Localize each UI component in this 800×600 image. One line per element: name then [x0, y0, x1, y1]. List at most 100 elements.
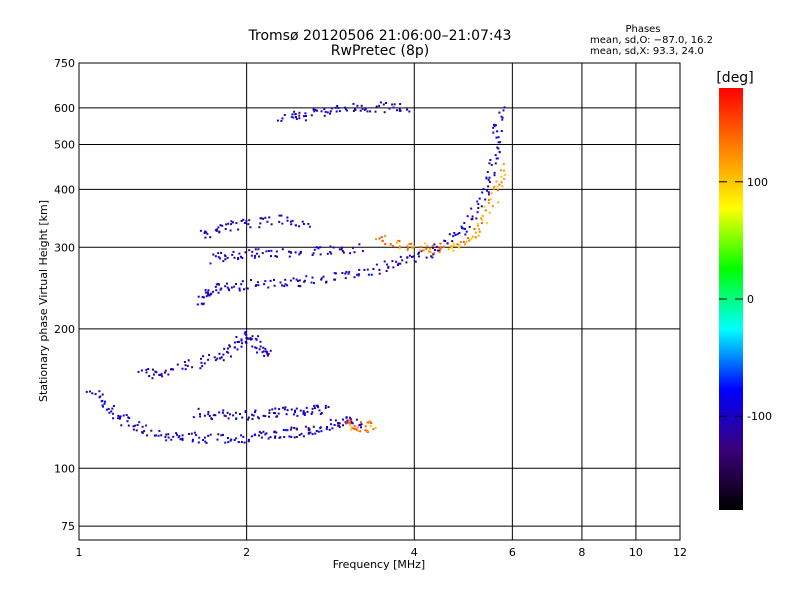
- data-point: [477, 203, 480, 206]
- data-point: [153, 434, 156, 437]
- data-point: [488, 199, 490, 201]
- data-point: [229, 413, 231, 416]
- data-point: [207, 289, 210, 292]
- data-point: [137, 370, 140, 373]
- data-point: [305, 115, 307, 117]
- data-point: [358, 243, 361, 246]
- data-point: [119, 416, 121, 418]
- data-point: [468, 239, 471, 242]
- data-point: [349, 421, 352, 424]
- data-point: [395, 260, 398, 263]
- data-point: [215, 229, 218, 232]
- data-point: [101, 404, 104, 407]
- data-point: [290, 223, 293, 226]
- data-point: [85, 390, 88, 393]
- data-point: [292, 116, 295, 119]
- data-point: [359, 109, 362, 112]
- data-point: [296, 428, 299, 431]
- data-point: [304, 119, 307, 122]
- data-point: [434, 249, 436, 251]
- data-point: [352, 102, 355, 105]
- data-point: [237, 441, 240, 443]
- data-point: [262, 350, 265, 353]
- data-point: [295, 436, 298, 438]
- data-point: [326, 111, 329, 114]
- data-point: [468, 226, 471, 228]
- grid-lines: [79, 63, 680, 540]
- data-point: [358, 273, 360, 276]
- data-point: [311, 276, 314, 279]
- data-point: [298, 279, 301, 282]
- chart-subtitle: RwPretec (8p): [331, 43, 429, 59]
- data-point: [493, 185, 496, 188]
- data-point: [295, 118, 298, 120]
- data-point: [254, 337, 257, 340]
- data-point: [299, 250, 302, 253]
- data-point: [289, 220, 292, 223]
- data-point: [214, 255, 217, 258]
- data-point: [175, 432, 178, 435]
- data-point: [488, 162, 491, 165]
- data-point: [323, 114, 326, 117]
- data-point: [504, 173, 507, 176]
- data-point: [103, 402, 106, 405]
- data-point: [313, 407, 316, 410]
- data-point: [283, 408, 286, 411]
- data-point: [348, 271, 351, 273]
- data-point: [203, 362, 206, 365]
- y-axis-ticks: 75 100 200 300 400 500 600 750: [54, 57, 75, 533]
- data-point: [172, 435, 175, 438]
- data-point: [240, 255, 242, 258]
- data-point: [220, 287, 223, 290]
- data-point: [381, 239, 384, 242]
- data-point: [484, 198, 487, 201]
- data-point: [360, 426, 362, 429]
- data-point: [313, 404, 316, 407]
- data-point: [237, 257, 240, 259]
- data-point: [489, 198, 492, 201]
- data-point: [383, 234, 386, 237]
- data-point: [418, 255, 420, 258]
- data-point: [353, 251, 356, 254]
- data-point: [251, 335, 254, 338]
- data-point: [295, 116, 297, 118]
- data-point: [235, 417, 238, 420]
- data-point: [240, 283, 243, 286]
- data-point: [230, 438, 233, 441]
- data-point: [217, 226, 220, 229]
- data-point: [465, 241, 468, 244]
- data-point: [331, 107, 333, 110]
- data-point: [349, 252, 352, 255]
- data-point: [204, 440, 207, 443]
- data-point: [117, 414, 120, 417]
- data-point: [450, 246, 453, 249]
- data-point: [375, 263, 378, 266]
- data-point: [333, 272, 336, 275]
- data-point: [205, 295, 208, 298]
- data-point: [286, 409, 289, 412]
- data-point: [302, 223, 305, 225]
- data-point: [249, 226, 252, 229]
- data-point: [120, 424, 123, 427]
- data-point: [250, 338, 253, 341]
- data-point: [500, 175, 503, 178]
- data-point: [398, 240, 401, 243]
- data-point: [401, 259, 404, 262]
- phases-info: Phases mean, sd,O: −87.0, 16.2 mean, sd,…: [590, 24, 713, 57]
- data-point: [391, 260, 394, 263]
- data-point: [452, 249, 455, 252]
- data-point: [234, 411, 237, 414]
- data-point: [350, 420, 353, 423]
- data-point: [204, 289, 207, 292]
- data-point: [223, 347, 226, 350]
- data-point: [267, 437, 270, 440]
- data-point: [334, 272, 337, 275]
- data-point: [201, 365, 204, 368]
- y-tick-label: 300: [54, 241, 75, 254]
- data-point: [238, 340, 240, 343]
- data-point: [264, 280, 267, 283]
- data-point: [296, 414, 299, 417]
- data-point: [132, 425, 135, 428]
- data-point: [311, 411, 314, 414]
- data-point: [107, 407, 110, 410]
